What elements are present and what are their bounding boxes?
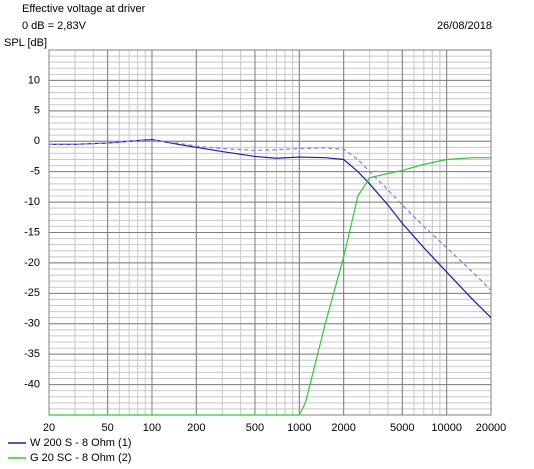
chart-title: Effective voltage at driver (22, 3, 146, 15)
y-tick-label: -30 (24, 318, 40, 330)
x-tick-label: 20 (43, 422, 55, 434)
legend-label: G 20 SC - 8 Ohm (2) (30, 452, 131, 464)
x-tick-label: 100 (143, 422, 161, 434)
y-axis-label: SPL [dB] (4, 37, 47, 49)
x-tick-label: 10000 (431, 422, 462, 434)
y-tick-label: -10 (24, 196, 40, 208)
y-tick-label: -5 (30, 166, 40, 178)
legend-label: W 200 S - 8 Ohm (1) (30, 437, 131, 449)
x-tick-label: 500 (246, 422, 264, 434)
y-tick-label: 0 (34, 135, 40, 147)
y-tick-label: -20 (24, 257, 40, 269)
x-tick-label: 20000 (476, 422, 507, 434)
series-line (49, 139, 492, 291)
x-tick-label: 2000 (331, 422, 355, 434)
x-tick-label: 5000 (390, 422, 414, 434)
chart-subtitle: 0 dB = 2,83V (22, 20, 87, 32)
y-tick-label: -40 (24, 378, 40, 390)
y-tick-label: -25 (24, 287, 40, 299)
x-tick-label: 200 (187, 422, 205, 434)
chart-date: 26/08/2018 (437, 20, 492, 32)
x-tick-label: 1000 (287, 422, 311, 434)
y-tick-label: 5 (34, 105, 40, 117)
y-tick-label: -15 (24, 226, 40, 238)
y-tick-label: -35 (24, 348, 40, 360)
y-tick-label: 10 (28, 74, 40, 86)
series-line (49, 157, 491, 416)
x-tick-label: 50 (102, 422, 114, 434)
